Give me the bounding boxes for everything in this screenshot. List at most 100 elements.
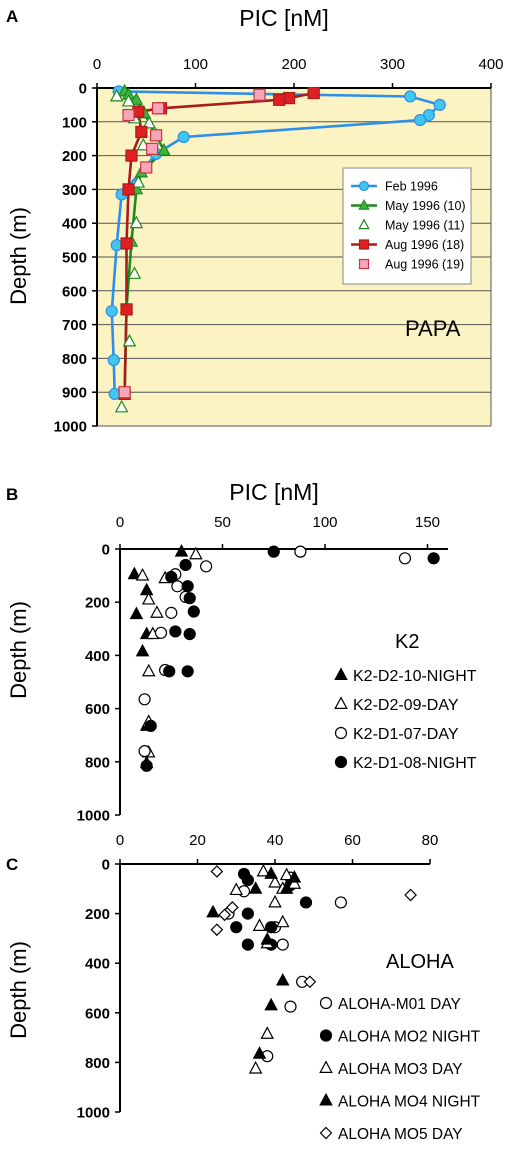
data-point-B-3-9 bbox=[163, 665, 176, 678]
data-point-C-2-11 bbox=[248, 1061, 263, 1074]
data-point-A-4-3 bbox=[150, 129, 163, 142]
data-point-A-0-5 bbox=[177, 130, 190, 144]
legend-label-C-2: ALOHA MO3 DAY bbox=[338, 1061, 463, 1078]
y-tick-label-A-4: 400 bbox=[62, 216, 87, 233]
x-tick-label-B-1: 50 bbox=[214, 514, 231, 531]
y-tick-label-C-4: 800 bbox=[85, 1055, 110, 1072]
y-tick-label-C-3: 600 bbox=[85, 1005, 110, 1022]
x-tick-label-A-2: 200 bbox=[281, 56, 306, 73]
data-point-C-3-4 bbox=[206, 904, 220, 918]
data-point-C-3-7 bbox=[264, 997, 278, 1011]
data-point-A-3-0 bbox=[307, 86, 320, 100]
legend-label-C-3: ALOHA MO4 NIGHT bbox=[338, 1094, 481, 1111]
data-point-A-3-6 bbox=[125, 149, 138, 162]
data-point-C-2-7 bbox=[275, 914, 290, 928]
data-point-B-3-2 bbox=[179, 558, 192, 572]
legend-label-C-1: ALOHA MO2 NIGHT bbox=[338, 1029, 481, 1046]
data-point-A-3-5 bbox=[135, 125, 148, 139]
data-point-C-0-7 bbox=[284, 1000, 297, 1013]
data-point-C-2-6 bbox=[268, 894, 282, 908]
data-point-C-3-6 bbox=[275, 972, 290, 986]
legend-label-A-0: Feb 1996 bbox=[385, 180, 438, 194]
y-tick-label-A-3: 300 bbox=[62, 182, 87, 199]
data-point-C-1-5 bbox=[230, 921, 243, 934]
data-point-A-2-5 bbox=[131, 175, 146, 188]
data-point-C-1-7 bbox=[241, 938, 254, 951]
data-point-A-4-1 bbox=[151, 102, 165, 115]
y-tick-label-A-8: 800 bbox=[62, 351, 87, 368]
y-tick-label-C-2: 400 bbox=[85, 956, 110, 973]
data-point-C-2-4 bbox=[229, 882, 244, 896]
legend-marker-A-2 bbox=[358, 218, 370, 230]
data-point-A-4-5 bbox=[140, 161, 153, 174]
y-tick-label-C-5: 1000 bbox=[77, 1105, 110, 1122]
legend-marker-C-2 bbox=[319, 1060, 333, 1074]
data-point-C-2-1 bbox=[279, 867, 294, 881]
y-tick-label-A-6: 600 bbox=[62, 283, 87, 300]
data-point-B-2-10 bbox=[138, 745, 151, 758]
data-point-B-2-9 bbox=[138, 693, 151, 706]
data-point-C-4-3 bbox=[210, 923, 224, 937]
annotation-A: PAPA bbox=[405, 316, 461, 341]
x-axis-label-A: PIC [nM] bbox=[239, 5, 328, 31]
data-point-A-0-1 bbox=[404, 90, 417, 103]
legend-marker-C-4 bbox=[319, 1126, 333, 1140]
y-tick-label-B-4: 800 bbox=[85, 754, 110, 771]
data-point-B-3-0 bbox=[267, 545, 280, 558]
data-point-B-2-0 bbox=[294, 545, 307, 558]
data-point-A-3-8 bbox=[120, 237, 133, 250]
y-tick-label-C-0: 0 bbox=[102, 857, 110, 874]
y-tick-label-B-1: 200 bbox=[85, 595, 110, 612]
x-tick-label-C-0: 0 bbox=[116, 832, 124, 849]
data-point-C-2-8 bbox=[252, 918, 267, 932]
data-point-C-4-4 bbox=[404, 888, 417, 902]
data-point-B-1-1 bbox=[135, 568, 150, 581]
data-point-B-0-2 bbox=[139, 582, 154, 596]
y-axis-label-A: Depth (m) bbox=[6, 207, 31, 305]
legend-label-B-2: K2-D1-07-DAY bbox=[353, 726, 459, 743]
data-point-A-2-7 bbox=[127, 266, 142, 279]
panel-letter-A: A bbox=[6, 7, 18, 26]
data-point-A-3-7 bbox=[122, 183, 135, 196]
data-point-C-3-1 bbox=[287, 870, 302, 883]
x-tick-label-A-0: 0 bbox=[93, 56, 101, 73]
y-axis-label-B: Depth (m) bbox=[6, 601, 31, 699]
legend-marker-B-2 bbox=[334, 726, 348, 740]
legend-label-B-0: K2-D2-10-NIGHT bbox=[353, 668, 477, 685]
data-point-C-0-2 bbox=[334, 896, 347, 909]
data-point-B-3-8 bbox=[183, 628, 196, 641]
data-point-B-3-3 bbox=[165, 570, 178, 584]
data-point-A-0-10 bbox=[107, 353, 120, 367]
data-point-B-2-6 bbox=[165, 606, 178, 619]
data-point-A-1-5 bbox=[157, 142, 171, 156]
legend-label-A-2: May 1996 (11) bbox=[385, 219, 465, 233]
data-point-C-1-3 bbox=[299, 896, 313, 909]
data-point-B-1-6 bbox=[141, 663, 156, 677]
data-point-B-0-3 bbox=[129, 606, 144, 620]
x-tick-label-A-4: 400 bbox=[478, 56, 503, 73]
legend-marker-C-1 bbox=[319, 1029, 333, 1042]
data-point-C-3-0 bbox=[264, 866, 278, 879]
data-point-C-2-10 bbox=[260, 1026, 275, 1039]
y-tick-label-B-3: 600 bbox=[85, 701, 110, 718]
data-point-A-2-9 bbox=[114, 399, 129, 413]
data-point-C-0-5 bbox=[276, 938, 289, 951]
data-point-C-4-1 bbox=[226, 901, 239, 914]
legend-marker-B-3 bbox=[334, 755, 348, 769]
data-point-A-3-2 bbox=[273, 93, 286, 106]
panel-letter-C: C bbox=[6, 855, 18, 874]
data-point-C-3-2 bbox=[248, 881, 263, 894]
x-tick-label-B-0: 0 bbox=[116, 514, 124, 531]
legend-marker-C-3 bbox=[319, 1092, 333, 1106]
data-point-A-3-9 bbox=[120, 303, 133, 316]
data-point-A-2-3 bbox=[142, 115, 156, 129]
data-point-A-1-2 bbox=[129, 92, 144, 105]
legend-marker-B-1 bbox=[334, 696, 348, 710]
y-tick-label-A-5: 500 bbox=[62, 250, 87, 267]
x-tick-label-C-1: 20 bbox=[189, 832, 206, 849]
data-point-A-2-1 bbox=[121, 93, 136, 107]
data-point-C-2-2 bbox=[268, 875, 282, 888]
data-point-C-3-8 bbox=[252, 1046, 267, 1059]
y-tick-label-B-5: 1000 bbox=[77, 808, 110, 825]
